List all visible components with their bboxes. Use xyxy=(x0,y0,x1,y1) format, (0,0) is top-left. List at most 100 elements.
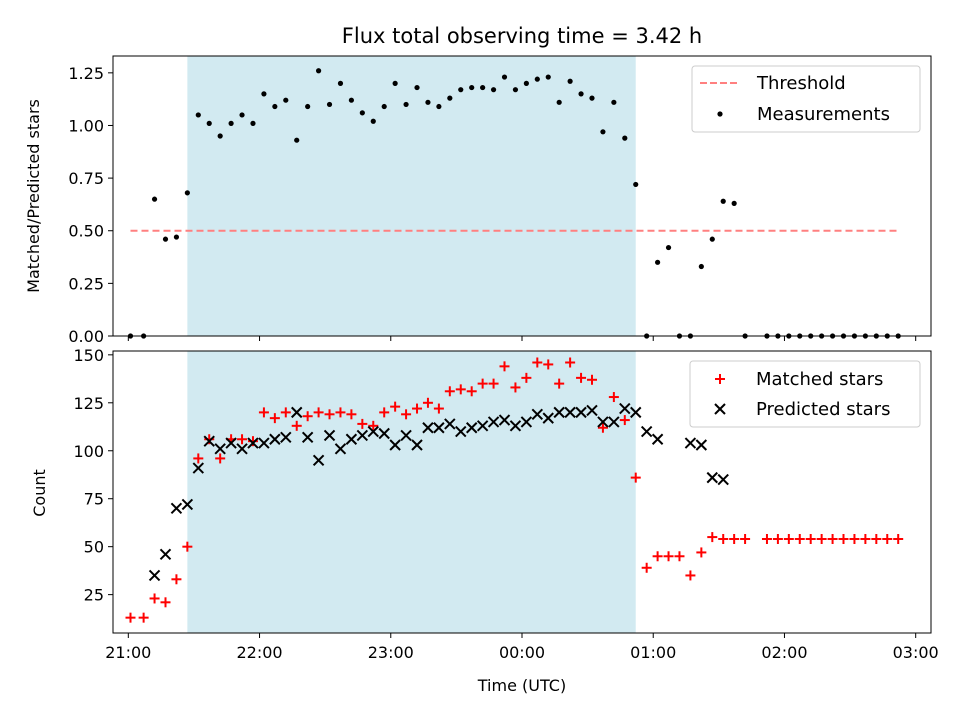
predicted-star-marker xyxy=(323,429,336,442)
bottom-panel-legend: Matched stars Predicted stars xyxy=(689,360,921,428)
matched-star-marker xyxy=(729,534,740,544)
top-panel-shaded-region xyxy=(187,56,636,336)
matched-star-marker xyxy=(499,361,510,372)
predicted-star-marker xyxy=(564,406,576,419)
measurement-point xyxy=(326,101,333,108)
matched-star-marker xyxy=(860,534,871,544)
matched-star-marker xyxy=(554,378,565,389)
matched-star-marker xyxy=(882,534,893,544)
matched-star-marker xyxy=(849,534,860,544)
measurement-point xyxy=(294,137,300,143)
measurement-point xyxy=(589,95,595,101)
measurement-point xyxy=(272,103,278,110)
measurement-point xyxy=(337,80,344,86)
predicted-star-marker xyxy=(170,502,183,515)
legend-threshold-label: Threshold xyxy=(756,73,846,94)
predicted-star-marker xyxy=(433,422,445,434)
predicted-star-marker xyxy=(455,425,467,438)
y-tick-label: 0.00 xyxy=(68,327,104,346)
y-tick-label: 50 xyxy=(84,538,104,557)
matched-star-marker xyxy=(576,372,587,383)
y-tick-label: 150 xyxy=(73,346,104,365)
legend-measurements-label: Measurements xyxy=(757,104,890,125)
matched-star-marker xyxy=(696,547,707,558)
matched-star-marker xyxy=(532,357,543,368)
y-tick-label: 100 xyxy=(73,442,104,461)
matched-star-marker xyxy=(125,612,136,623)
measurement-point xyxy=(698,263,704,270)
matched-star-marker xyxy=(215,453,226,464)
measurement-point xyxy=(239,112,245,118)
matched-star-marker xyxy=(619,415,630,426)
predicted-star-marker xyxy=(640,425,653,438)
measurement-point xyxy=(633,181,639,188)
measurement-point xyxy=(458,87,464,93)
measurement-point xyxy=(523,80,529,86)
x-tick-label: 03:00 xyxy=(893,643,939,662)
matched-star-marker xyxy=(368,420,379,431)
matched-star-marker xyxy=(346,409,357,420)
matched-star-marker xyxy=(477,378,488,389)
measurement-point xyxy=(600,129,606,135)
measurement-point xyxy=(184,190,190,196)
matched-star-marker xyxy=(510,382,521,393)
measurement-point xyxy=(414,84,420,91)
matched-star-marker xyxy=(138,612,149,623)
matched-star-marker xyxy=(280,407,291,418)
predicted-star-marker xyxy=(553,406,565,419)
measurement-point xyxy=(228,120,234,126)
predicted-star-marker xyxy=(706,471,718,484)
bottom-panel-series-layer xyxy=(125,357,904,623)
matched-star-marker xyxy=(794,534,805,544)
matched-star-marker xyxy=(772,534,783,544)
matched-star-marker xyxy=(652,551,663,562)
predicted-star-marker xyxy=(498,414,511,426)
matched-star-marker xyxy=(444,386,455,397)
measurement-point xyxy=(173,234,180,240)
predicted-star-marker xyxy=(203,435,215,447)
matched-star-marker xyxy=(390,401,401,412)
measurement-point xyxy=(261,91,267,97)
x-tick-label: 02:00 xyxy=(761,643,807,662)
measurement-point xyxy=(403,101,409,108)
predicted-star-marker xyxy=(630,406,642,419)
predicted-star-marker xyxy=(509,420,522,432)
measurement-point xyxy=(709,236,715,242)
measurement-point xyxy=(348,97,355,103)
matched-star-marker xyxy=(827,534,838,544)
predicted-star-marker xyxy=(520,416,533,428)
matched-star-marker xyxy=(488,378,499,389)
bottom-panel-y-ticks: 25 50 75 100 125 150 xyxy=(73,346,113,605)
matched-star-marker xyxy=(707,532,718,543)
measurement-point xyxy=(720,198,726,204)
predicted-star-marker xyxy=(465,422,478,434)
predicted-star-marker xyxy=(225,437,237,449)
predicted-star-marker xyxy=(476,420,489,432)
predicted-star-marker xyxy=(444,418,456,430)
top-panel: 0.00 0.25 0.50 0.75 1.00 1.25 Flux total obse… xyxy=(24,24,932,346)
measurement-point xyxy=(556,99,562,105)
predicted-star-marker xyxy=(619,402,631,415)
predicted-star-marker xyxy=(181,498,194,511)
matched-star-marker xyxy=(401,409,412,420)
matched-star-marker xyxy=(685,570,696,581)
matched-star-marker xyxy=(422,397,433,408)
predicted-star-marker xyxy=(608,416,620,428)
top-panel-y-ticks: 0.00 0.25 0.50 0.75 1.00 1.25 xyxy=(68,64,113,346)
measurement-point xyxy=(731,200,737,206)
measurement-point xyxy=(490,87,497,93)
top-panel-y-axis-label: Matched/Predicted stars xyxy=(24,99,43,293)
predicted-star-marker xyxy=(258,437,270,449)
predicted-star-marker xyxy=(389,439,401,451)
matched-star-marker xyxy=(357,418,368,429)
measurement-point xyxy=(480,84,486,91)
x-tick-label: 00:00 xyxy=(499,643,545,662)
matched-star-marker xyxy=(149,593,160,604)
measurement-point xyxy=(315,68,322,74)
predicted-star-marker xyxy=(367,425,379,438)
predicted-star-marker xyxy=(291,406,303,419)
measurement-point xyxy=(370,118,376,124)
matched-star-marker xyxy=(313,407,324,418)
x-tick-label: 21:00 xyxy=(105,643,151,662)
